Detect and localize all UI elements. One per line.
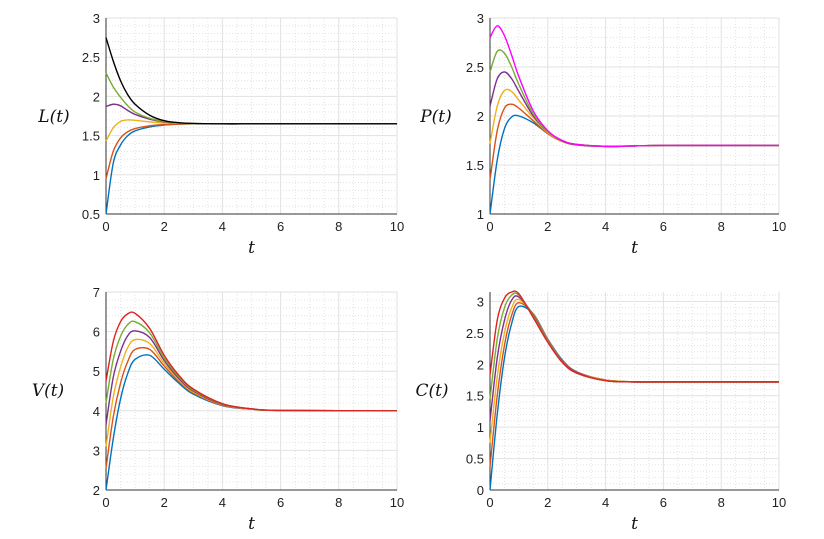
series-line-5 <box>105 72 397 125</box>
x-tick-label: 6 <box>277 219 284 234</box>
x-tick-label: 0 <box>486 495 493 510</box>
y-tick-label: 1.5 <box>466 389 484 404</box>
x-tick-label: 6 <box>277 495 284 510</box>
y-tick-label: 6 <box>93 325 100 340</box>
y-axis-label: L(t) <box>37 107 69 127</box>
x-tick-label: 8 <box>718 219 725 234</box>
x-tick-label: 2 <box>161 219 168 234</box>
x-tick-label: 10 <box>772 219 786 234</box>
y-axis-label: P(t) <box>419 107 452 127</box>
series-line-1 <box>489 305 779 491</box>
series-line-6 <box>105 37 397 125</box>
x-tick-label: 4 <box>219 219 226 234</box>
x-axis-label: t <box>631 514 638 534</box>
y-tick-label: 3 <box>477 294 484 309</box>
y-tick-label: 1 <box>93 168 100 183</box>
y-tick-label: 7 <box>93 285 100 300</box>
y-tick-label: 2 <box>477 109 484 124</box>
y-tick-label: 4 <box>93 404 100 419</box>
y-tick-label: 2.5 <box>82 50 100 65</box>
y-tick-label: 5 <box>93 364 100 379</box>
y-tick-label: 1.5 <box>466 158 484 173</box>
y-axis-label: V(t) <box>32 381 64 401</box>
x-tick-label: 8 <box>335 219 342 234</box>
x-tick-label: 8 <box>335 495 342 510</box>
x-axis-label: t <box>248 238 255 258</box>
x-axis-label: t <box>631 238 638 258</box>
series-line-6 <box>489 25 780 148</box>
y-tick-label: 0.5 <box>466 452 484 467</box>
y-tick-label: 2.5 <box>466 60 484 75</box>
series-line-6 <box>489 290 779 383</box>
x-tick-label: 6 <box>660 495 667 510</box>
x-tick-label: 0 <box>486 219 493 234</box>
x-tick-label: 8 <box>718 495 725 510</box>
x-tick-label: 2 <box>161 495 168 510</box>
x-tick-label: 2 <box>544 495 551 510</box>
y-tick-label: 1 <box>477 420 484 435</box>
y-tick-label: 2 <box>477 357 484 372</box>
subplot-c: 0 2 4 6 8 10 0 0.5 1 1.5 2 2.5 3 C(t) t <box>415 290 786 534</box>
y-tick-label: 0.5 <box>82 207 100 222</box>
y-tick-label: 3 <box>477 11 484 26</box>
x-tick-label: 6 <box>660 219 667 234</box>
x-tick-label: 4 <box>219 495 226 510</box>
y-tick-label: 2 <box>93 483 100 498</box>
y-axis-label: C(t) <box>415 381 448 401</box>
x-axis-label: t <box>248 514 255 534</box>
series-line-6 <box>105 311 398 412</box>
x-tick-label: 10 <box>772 495 786 510</box>
y-tick-label: 1.5 <box>82 129 100 144</box>
x-tick-label: 0 <box>102 219 109 234</box>
x-tick-label: 10 <box>390 219 404 234</box>
y-tick-label: 0 <box>477 483 484 498</box>
x-tick-label: 2 <box>544 219 551 234</box>
y-tick-label: 3 <box>93 443 100 458</box>
x-tick-label: 10 <box>390 495 404 510</box>
series-line-5 <box>489 49 780 148</box>
y-tick-label: 2.5 <box>466 326 484 341</box>
x-tick-label: 4 <box>602 219 609 234</box>
y-tick-label: 1 <box>477 207 484 222</box>
subplot-l: 0 2 4 6 8 10 0.5 1 1.5 2 2.5 3 L(t) t <box>37 11 404 258</box>
x-tick-label: 4 <box>602 495 609 510</box>
subplot-p: 0 2 4 6 8 10 1 1.5 2 2.5 3 P(t) t <box>419 11 786 258</box>
y-tick-label: 2 <box>93 89 100 104</box>
y-tick-label: 3 <box>93 11 100 26</box>
x-tick-label: 0 <box>102 495 109 510</box>
